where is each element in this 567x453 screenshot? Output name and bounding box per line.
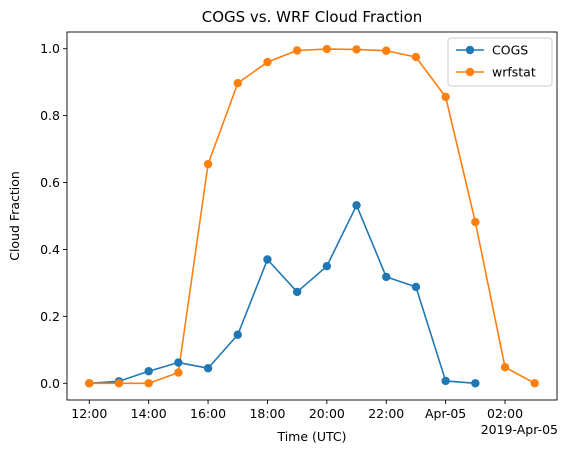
x-tick-label: Apr-05: [425, 406, 466, 421]
data-point-wrfstat: [471, 217, 480, 227]
data-point-wrfstat: [144, 379, 153, 388]
legend-marker-cogs: [465, 45, 475, 55]
data-point-cogs: [441, 376, 450, 386]
data-point-cogs: [471, 379, 480, 388]
legend-label-wrfstat: wrfstat: [492, 65, 536, 80]
data-point-wrfstat: [500, 363, 510, 372]
x-tick-label: 20:00: [309, 406, 345, 421]
data-point-wrfstat: [203, 159, 213, 169]
data-point-wrfstat: [174, 368, 183, 377]
y-tick-label: 0.0: [40, 376, 60, 391]
y-tick-label: 0.4: [40, 242, 60, 257]
data-point-wrfstat: [411, 52, 421, 62]
x-tick-label: 16:00: [190, 406, 226, 421]
data-point-cogs: [203, 364, 213, 373]
data-point-cogs: [233, 330, 242, 339]
legend-marker-wrfstat: [465, 67, 475, 77]
data-point-cogs: [382, 272, 391, 282]
data-point-cogs: [263, 255, 272, 264]
data-point-wrfstat: [352, 45, 361, 54]
data-point-wrfstat: [441, 92, 450, 102]
x-tick-label: 02:00: [487, 406, 523, 421]
data-point-wrfstat: [263, 57, 272, 67]
y-tick-label: 1.0: [40, 41, 60, 56]
data-point-cogs: [144, 367, 153, 376]
series-line-wrfstat: [89, 48, 536, 385]
data-point-wrfstat: [530, 379, 539, 388]
series-line-cogs: [89, 204, 476, 385]
axes-frame: [66, 31, 558, 401]
data-point-cogs: [322, 261, 332, 271]
data-point-cogs: [352, 201, 361, 210]
data-point-wrfstat: [85, 379, 94, 388]
x-tick-label: 18:00: [249, 406, 285, 421]
y-tick-label: 0.8: [40, 108, 60, 123]
y-tick-label: 0.6: [40, 175, 60, 190]
data-point-cogs: [292, 287, 302, 297]
chart-title: COGS vs. WRF Cloud Fraction: [202, 8, 423, 26]
plot-area: 0.0 0.2 0.4 0.6 0.8 1.0 12:00 14:00 16:00 18:00 20…: [40, 31, 558, 421]
data-point-cogs: [411, 282, 421, 292]
x-tick-label: 22:00: [368, 406, 404, 421]
y-tick-label: 0.2: [40, 309, 60, 324]
x-tick-label: 12:00: [71, 406, 107, 421]
legend: COGS wrfstat: [447, 37, 553, 87]
x-tick-label: 14:00: [131, 406, 167, 421]
data-point-cogs: [174, 358, 183, 367]
x-axis-label: Time (UTC): [276, 429, 346, 444]
y-axis-label: Cloud Fraction: [7, 171, 22, 261]
data-point-wrfstat: [382, 46, 391, 55]
data-point-wrfstat: [292, 46, 302, 55]
data-point-wrfstat: [322, 44, 332, 54]
x-axis-offset-label: 2019-Apr-05: [481, 422, 558, 437]
legend-label-cogs: COGS: [492, 43, 528, 58]
data-point-wrfstat: [233, 78, 242, 88]
data-point-wrfstat: [114, 379, 124, 388]
